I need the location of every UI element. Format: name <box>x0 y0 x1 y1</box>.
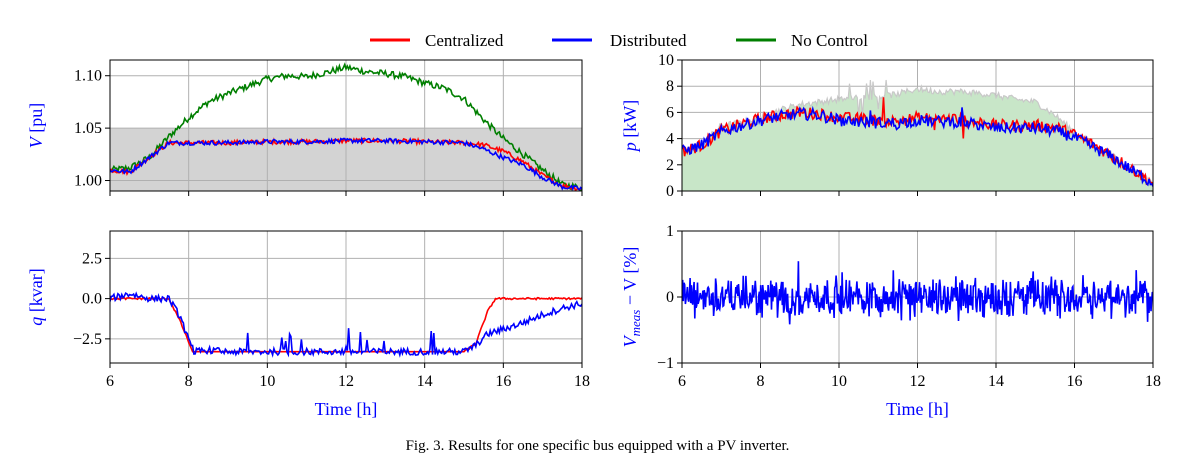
figure-caption: Fig. 3. Results for one specific bus equ… <box>405 438 790 454</box>
series-distributed <box>682 261 1153 325</box>
series-distributed <box>110 291 582 358</box>
x-tick-label: 18 <box>574 373 590 390</box>
y-tick-label: 0 <box>666 183 674 200</box>
x-tick-label: 10 <box>259 373 275 390</box>
x-tick-label: 14 <box>988 373 1004 390</box>
x-tick-label: 16 <box>495 373 511 390</box>
y-tick-label: 2 <box>666 157 674 174</box>
y-tick-label: 1.00 <box>74 173 102 190</box>
legend: Centralized Distributed No Control <box>370 31 868 50</box>
y-tick-label: 10 <box>658 52 674 69</box>
legend-label-no-control: No Control <box>791 31 868 50</box>
x-tick-label: 12 <box>338 373 354 390</box>
y-tick-label: 8 <box>666 78 674 95</box>
y-tick-label: 6 <box>666 104 674 121</box>
y-tick-label: 1.05 <box>74 120 102 137</box>
x-tick-label: 8 <box>757 373 765 390</box>
y-tick-label: −1 <box>657 355 674 372</box>
x-tick-label: 6 <box>106 373 114 390</box>
y-tick-label: 0 <box>666 289 674 306</box>
voltage-chart: 1.00 1.05 1.10 V [pu] <box>26 59 583 196</box>
x-axis-label: Time [h] <box>315 399 378 419</box>
y-tick-label: 0.0 <box>82 291 102 308</box>
reactive-power-chart: 6 8 10 12 14 16 18 2.5 0.0 −2.5 Time [h] q [kvar] <box>26 230 590 419</box>
x-tick-label: 12 <box>910 373 926 390</box>
y-axis-label: p [kW] <box>620 100 640 153</box>
y-tick-label: 1.10 <box>74 68 102 85</box>
series-centralized <box>110 296 582 353</box>
y-tick-label: 2.5 <box>82 250 102 267</box>
y-axis-label: V [pu] <box>26 103 46 149</box>
x-tick-label: 18 <box>1145 373 1161 390</box>
y-tick-label: −2.5 <box>73 331 102 348</box>
y-tick-label: 4 <box>666 131 674 148</box>
x-tick-label: 6 <box>678 373 686 390</box>
y-axis-label: Vmeas − V [%] <box>620 247 643 348</box>
series-distributed <box>682 105 1153 187</box>
series-distributed <box>110 136 582 191</box>
series-no-control <box>110 62 582 191</box>
y-tick-label: 1 <box>666 223 674 240</box>
x-tick-label: 16 <box>1067 373 1083 390</box>
x-tick-label: 8 <box>185 373 193 390</box>
active-power-chart: 0 2 4 6 8 10 p [kW] <box>620 52 1154 200</box>
x-tick-label: 10 <box>831 373 847 390</box>
y-axis-label: q [kvar] <box>26 268 46 325</box>
x-tick-label: 14 <box>417 373 433 390</box>
legend-label-distributed: Distributed <box>610 31 687 50</box>
x-axis-label: Time [h] <box>886 399 949 419</box>
legend-label-centralized: Centralized <box>425 31 504 50</box>
